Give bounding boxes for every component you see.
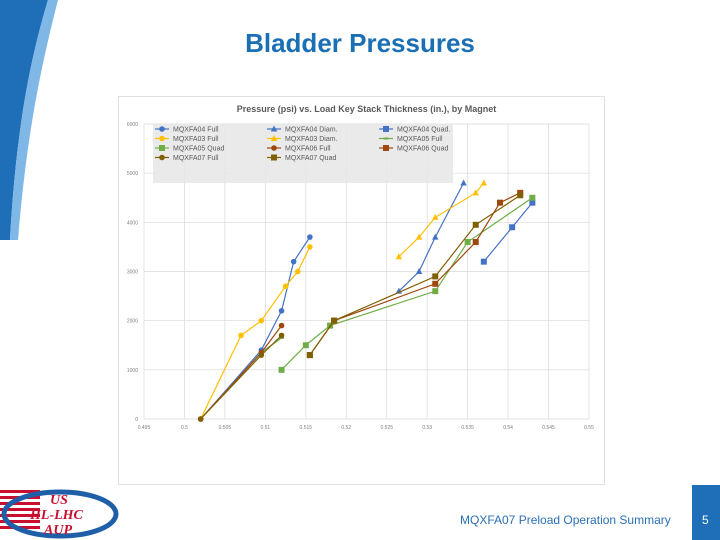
legend-swatch-marker [383, 145, 389, 151]
legend-label: MQXFA04 Full [173, 127, 219, 134]
y-tick-label: 5000 [127, 171, 138, 177]
y-tick-label: 2000 [127, 319, 138, 325]
y-tick-label: 0 [135, 417, 138, 423]
data-point [497, 199, 503, 206]
x-tick-label: 0.505 [219, 425, 232, 431]
data-point [197, 416, 204, 422]
logo-text-aup: AUP [43, 523, 72, 538]
x-tick-label: 0.51 [260, 425, 270, 431]
x-tick-label: 0.535 [461, 425, 474, 431]
y-tick-label: 3000 [127, 270, 138, 276]
data-point [432, 280, 439, 287]
legend-swatch-marker [270, 125, 278, 132]
x-tick-label: 0.515 [300, 425, 313, 431]
data-point [464, 239, 471, 245]
legend-swatch-marker [383, 126, 389, 132]
data-point [302, 342, 309, 349]
page-number: 5 [702, 513, 709, 527]
x-tick-label: 0.5 [181, 425, 188, 431]
legend-swatch-marker [383, 137, 389, 140]
data-point [415, 233, 423, 240]
data-point [529, 199, 536, 206]
logo-text-hl-lhc: HL-LHC [29, 508, 84, 523]
legend-label: MQXFA06 Quad [397, 146, 448, 153]
data-point [480, 258, 487, 265]
legend-swatch-marker [159, 154, 165, 161]
legend-label: MQXFA05 Full [397, 136, 443, 143]
legend-swatch-marker [270, 135, 278, 141]
series-line [200, 246, 311, 420]
data-point [415, 268, 423, 274]
slide-title: Bladder Pressures [245, 28, 475, 58]
legend-swatch-marker [271, 154, 277, 161]
data-point [278, 332, 285, 339]
legend-label: MQXFA07 Quad [285, 155, 336, 162]
data-point [238, 332, 244, 339]
legend-label: MQXFA03 Full [173, 136, 219, 143]
data-point [282, 283, 289, 290]
footer-accent-bar [692, 485, 720, 540]
chart-container: Pressure (psi) vs. Load Key Stack Thickn… [118, 96, 605, 485]
logo-text-us: US [50, 493, 68, 508]
legend-label: MQXFA04 Quad. [397, 127, 450, 134]
y-tick-label: 6000 [127, 122, 138, 128]
data-point [258, 352, 265, 358]
legend-label: MQXFA03 Diam. [285, 136, 338, 143]
series-line [281, 197, 533, 371]
data-point [517, 192, 524, 199]
data-point [432, 288, 439, 295]
data-point [395, 253, 403, 260]
legend-swatch-marker [159, 135, 165, 142]
series-line [398, 182, 485, 258]
legend-swatch-marker [159, 126, 165, 132]
y-tick-label: 4000 [127, 220, 138, 226]
data-point [509, 224, 516, 231]
legend-swatch-marker [271, 145, 277, 151]
legend-label: MQXFA07 Full [173, 155, 219, 162]
us-hl-lhc-aup-logo: US HL-LHC AUP [0, 489, 119, 539]
data-point [278, 308, 285, 314]
legend-box [153, 124, 453, 183]
legend-label: MQXFA05 Quad [173, 146, 224, 153]
data-point [331, 317, 338, 324]
x-tick-label: 0.52 [341, 425, 351, 431]
y-tick-label: 1000 [127, 368, 138, 374]
x-tick-label: 0.53 [422, 425, 432, 431]
data-point [529, 194, 536, 201]
series-line [398, 182, 465, 292]
data-point [432, 273, 439, 280]
data-point [432, 213, 439, 220]
data-point [278, 366, 285, 373]
data-point [480, 179, 488, 186]
legend-swatch-marker [159, 145, 165, 151]
x-tick-label: 0.54 [503, 425, 513, 431]
footer-text: MQXFA07 Preload Operation Summary [460, 513, 671, 527]
x-tick-label: 0.545 [542, 425, 555, 431]
data-point [460, 179, 467, 186]
data-point [472, 189, 479, 196]
data-point [306, 352, 313, 359]
data-point [258, 317, 265, 324]
data-point [307, 244, 313, 250]
x-tick-label: 0.495 [138, 425, 151, 431]
series-line [309, 192, 521, 356]
pressure-chart: Pressure (psi) vs. Load Key Stack Thickn… [127, 104, 594, 431]
data-point [290, 258, 297, 265]
legend-label: MQXFA06 Full [285, 146, 331, 153]
data-point [294, 268, 301, 275]
legend-label: MQXFA04 Diam. [285, 127, 338, 134]
corner-swoosh-decoration [0, 0, 58, 240]
x-tick-label: 0.55 [584, 425, 594, 431]
data-point [307, 234, 313, 240]
data-point [472, 239, 479, 245]
data-point [472, 221, 479, 228]
series-line [200, 334, 282, 420]
data-point [432, 233, 439, 240]
x-tick-label: 0.525 [380, 425, 393, 431]
data-point [278, 322, 285, 329]
chart-title: Pressure (psi) vs. Load Key Stack Thickn… [237, 104, 497, 114]
